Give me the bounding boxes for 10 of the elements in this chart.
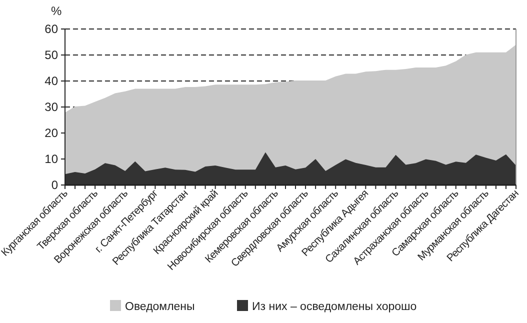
y-tick-label: 20 <box>44 126 58 140</box>
legend-label: Оведомлены <box>125 301 195 314</box>
y-tick-label: 50 <box>44 48 58 62</box>
y-tick-label: 40 <box>44 74 58 88</box>
y-tick-label: 60 <box>44 22 58 36</box>
y-tick-label: 10 <box>44 152 58 166</box>
y-tick-label: 30 <box>44 100 58 114</box>
y-tick-label: 0 <box>51 178 58 192</box>
y-axis-title: % <box>51 4 62 18</box>
legend-label: Из них – осведомлены хорошо <box>252 301 417 314</box>
